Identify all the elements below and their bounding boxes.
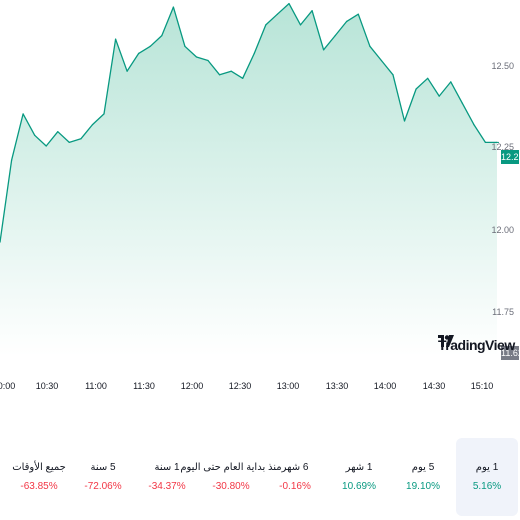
price-line	[0, 2, 497, 243]
data-point	[323, 49, 325, 51]
period-label: 5 يوم	[411, 462, 435, 473]
period-change: 10.69%	[342, 481, 376, 492]
period-label: 5 سنة	[90, 462, 116, 473]
data-point	[461, 102, 463, 104]
period-label: 1 سنة	[154, 462, 180, 473]
data-point	[219, 74, 221, 76]
data-point	[195, 56, 198, 58]
data-point	[276, 13, 278, 15]
x-tick-label: 10:30	[35, 381, 59, 391]
data-point	[415, 88, 417, 90]
data-point	[380, 59, 383, 62]
current-price-label: 12.22	[501, 150, 520, 164]
data-point	[288, 2, 290, 5]
data-point	[334, 35, 336, 37]
period-ytd[interactable]: منذ بداية العام حتى اليوم -30.80%	[180, 438, 281, 516]
x-tick-label: 11:30	[133, 381, 155, 391]
data-point	[427, 77, 429, 79]
data-point	[392, 74, 394, 76]
data-point	[473, 124, 475, 126]
data-point	[311, 10, 313, 12]
data-point	[34, 134, 36, 136]
data-point	[450, 81, 452, 83]
data-point	[103, 113, 105, 115]
period-label: منذ بداية العام حتى اليوم	[180, 462, 282, 473]
data-point	[299, 24, 302, 26]
period-1-year[interactable]: 1 سنة -34.37%	[136, 438, 198, 516]
period-change: -34.37%	[148, 481, 186, 492]
data-point	[149, 45, 151, 47]
y-tick-label: 11.75	[492, 307, 514, 317]
period-5-day[interactable]: 5 يوم 19.10%	[392, 438, 454, 516]
x-tick-label: 13:00	[276, 381, 300, 391]
x-tick-label: 10:00	[0, 381, 16, 391]
data-point	[161, 35, 163, 37]
data-point	[484, 141, 487, 143]
period-1-day[interactable]: 1 يوم 5.16%	[456, 438, 518, 516]
period-label: 1 يوم	[475, 462, 499, 473]
data-point	[438, 95, 440, 97]
data-point	[0, 241, 1, 243]
x-tick-label: 11:00	[85, 381, 107, 391]
period-6-month[interactable]: 6 شهر -0.16%	[264, 438, 326, 516]
tradingview-logo[interactable]: TradingView	[438, 335, 515, 355]
data-point	[403, 120, 406, 122]
period-5-year[interactable]: 5 سنة -72.06%	[72, 438, 134, 516]
period-change: -30.80%	[212, 481, 250, 492]
price-chart-plot[interactable]	[0, 0, 500, 356]
data-point	[68, 141, 70, 143]
x-tick-label: 15:10	[470, 381, 494, 391]
price-chart[interactable]: 12.50 12.25 12.00 11.75 12.22 11.62 Trad…	[0, 0, 520, 400]
period-change: -63.85%	[20, 481, 58, 492]
period-1-month[interactable]: 1 شهر 10.69%	[328, 438, 390, 516]
data-point	[91, 124, 94, 126]
data-point	[10, 159, 13, 161]
x-tick-label: 14:00	[373, 381, 397, 391]
data-point	[230, 70, 232, 72]
period-change: 19.10%	[406, 481, 440, 492]
y-tick-label: 12.00	[491, 225, 514, 235]
low-price-label: 11.62	[501, 346, 520, 360]
period-change: 5.16%	[472, 481, 502, 492]
period-label: 1 شهر	[345, 462, 373, 473]
data-point	[207, 59, 209, 62]
data-point	[265, 24, 267, 26]
tradingview-wordmark: TradingView	[438, 337, 515, 353]
x-tick-label: 12:00	[180, 381, 204, 391]
data-point	[126, 70, 128, 72]
x-tick-label: 13:30	[325, 381, 349, 391]
y-tick-label: 12.50	[491, 61, 514, 71]
x-tick-label: 12:30	[228, 381, 252, 391]
tradingview-icon	[438, 335, 454, 347]
period-label: جميع الأوقات	[12, 462, 66, 473]
x-tick-label: 14:30	[422, 381, 446, 391]
data-point	[369, 45, 371, 47]
data-point	[138, 52, 140, 55]
data-point	[496, 141, 498, 143]
period-label: 6 شهر	[281, 462, 309, 473]
data-point	[57, 131, 59, 133]
period-change: -0.16%	[279, 481, 311, 492]
data-point	[22, 113, 24, 115]
data-point	[357, 13, 359, 15]
data-point	[114, 38, 117, 40]
performance-periods: 1 يوم 5.16% 5 يوم 19.10% 1 شهر 10.69% 6 …	[0, 438, 520, 520]
data-point	[253, 52, 255, 55]
data-point	[45, 145, 47, 147]
data-point	[172, 6, 174, 8]
price-area-fill	[0, 3, 497, 356]
data-point	[184, 45, 186, 47]
data-point	[346, 20, 348, 22]
period-change: -72.06%	[84, 481, 122, 492]
y-tick-label: 12.25	[491, 142, 514, 152]
data-point	[242, 77, 244, 79]
period-all-time[interactable]: جميع الأوقات -63.85%	[8, 438, 70, 516]
data-point	[80, 138, 82, 140]
